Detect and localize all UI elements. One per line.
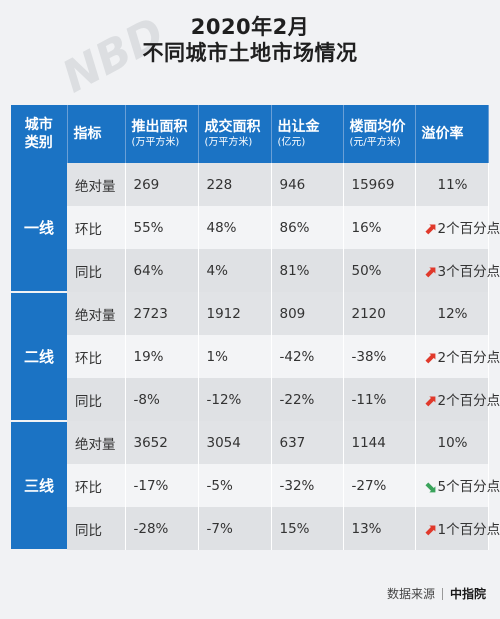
premium-cell: 11% — [415, 163, 489, 206]
price-cell: -27% — [343, 464, 416, 507]
metric-cell: 绝对量 — [67, 292, 126, 335]
deal-cell: 1% — [198, 335, 272, 378]
deal-cell: 228 — [198, 163, 272, 206]
fee-cell: 81% — [271, 249, 344, 292]
launch-cell: 3652 — [125, 421, 199, 464]
price-cell: -11% — [343, 378, 416, 421]
table-row: 环比 55% 48% 86% 16% ⬈2个百分点 — [11, 206, 500, 249]
price-cell: 15969 — [343, 163, 416, 206]
deal-cell: -7% — [198, 507, 272, 550]
deal-cell: 4% — [198, 249, 272, 292]
price-cell: 50% — [343, 249, 416, 292]
deal-cell: 1912 — [198, 292, 272, 335]
premium-cell: ⬈2个百分点 — [415, 378, 500, 421]
title-line-2: 不同城市土地市场情况 — [142, 41, 358, 65]
table-row: 二线 绝对量 2723 1912 809 2120 12% — [11, 292, 489, 422]
header-metric: 指标 — [67, 105, 126, 163]
launch-cell: 269 — [125, 163, 199, 206]
table-row: 同比 -8% -12% -22% -11% ⬈2个百分点 — [11, 378, 500, 421]
fee-cell: -32% — [271, 464, 344, 507]
fee-cell: 86% — [271, 206, 344, 249]
premium-cell: ⬈2个百分点 — [415, 335, 500, 378]
premium-value: 1个百分点 — [437, 522, 500, 538]
title-line-1: 2020年2月 — [190, 15, 310, 39]
launch-cell: -8% — [125, 378, 199, 421]
header-city-type: 城市 类别 — [11, 105, 68, 163]
metric-cell: 同比 — [67, 378, 126, 421]
fee-cell: -42% — [271, 335, 344, 378]
header-transfer-fee: 出让金 (亿元) — [271, 105, 344, 163]
table-row: 环比 19% 1% -42% -38% ⬈2个百分点 — [11, 335, 500, 378]
premium-cell: ⬊5个百分点 — [415, 464, 500, 507]
metric-cell: 环比 — [67, 335, 126, 378]
launch-cell: 19% — [125, 335, 199, 378]
table-row: 三线 绝对量 3652 3054 637 1144 10% — [11, 421, 489, 551]
land-market-table: 城市 类别 指标 推出面积 (万平方米) 成交面积 (万平方米) 出让金 (亿元… — [11, 105, 500, 551]
table-row: 一线 绝对量 269 228 946 15969 11% — [11, 163, 489, 293]
trend-up-arrow-icon: ⬈ — [423, 348, 437, 367]
header-floor-price: 楼面均价 (元/平方米) — [343, 105, 416, 163]
deal-cell: 48% — [198, 206, 272, 249]
premium-value: 10% — [437, 434, 468, 451]
launch-cell: 2723 — [125, 292, 199, 335]
fee-cell: 809 — [271, 292, 344, 335]
metric-cell: 同比 — [67, 249, 126, 292]
city-tier-label: 二线 — [11, 292, 67, 422]
trend-down-arrow-icon: ⬊ — [423, 477, 437, 496]
trend-up-arrow-icon: ⬈ — [423, 391, 437, 410]
table-row: 环比 -17% -5% -32% -27% ⬊5个百分点 — [11, 464, 500, 507]
price-cell: 2120 — [343, 292, 416, 335]
metric-cell: 同比 — [67, 507, 126, 550]
premium-value: 11% — [437, 176, 468, 193]
trend-up-arrow-icon: ⬈ — [423, 520, 437, 539]
metric-cell: 环比 — [67, 464, 126, 507]
data-source: 数据来源 中指院 — [387, 585, 486, 602]
page-title: 2020年2月 不同城市土地市场情况 — [0, 14, 500, 66]
premium-value: 3个百分点 — [437, 264, 500, 280]
price-cell: 13% — [343, 507, 416, 550]
launch-cell: 55% — [125, 206, 199, 249]
price-cell: 16% — [343, 206, 416, 249]
deal-cell: -12% — [198, 378, 272, 421]
table-row: 同比 64% 4% 81% 50% ⬈3个百分点 — [11, 249, 500, 292]
price-cell: -38% — [343, 335, 416, 378]
trend-up-arrow-icon: ⬈ — [423, 262, 437, 281]
premium-value: 2个百分点 — [437, 350, 500, 366]
table-header-row: 城市 类别 指标 推出面积 (万平方米) 成交面积 (万平方米) 出让金 (亿元… — [11, 105, 489, 163]
fee-cell: -22% — [271, 378, 344, 421]
source-name: 中指院 — [449, 587, 486, 601]
launch-cell: -28% — [125, 507, 199, 550]
fee-cell: 946 — [271, 163, 344, 206]
header-deal-area: 成交面积 (万平方米) — [198, 105, 272, 163]
deal-cell: 3054 — [198, 421, 272, 464]
source-label: 数据来源 — [386, 587, 435, 601]
city-tier-label: 一线 — [11, 163, 67, 293]
fee-cell: 637 — [271, 421, 344, 464]
premium-cell: ⬈2个百分点 — [415, 206, 500, 249]
premium-value: 5个百分点 — [437, 479, 500, 495]
launch-cell: 64% — [125, 249, 199, 292]
metric-cell: 环比 — [67, 206, 126, 249]
metric-cell: 绝对量 — [67, 163, 126, 206]
header-launch-area: 推出面积 (万平方米) — [125, 105, 199, 163]
premium-value: 2个百分点 — [437, 393, 500, 409]
launch-cell: -17% — [125, 464, 199, 507]
premium-cell: ⬈3个百分点 — [415, 249, 500, 292]
header-premium-rate: 溢价率 — [415, 105, 489, 163]
premium-value: 12% — [437, 305, 468, 322]
premium-cell: 10% — [415, 421, 489, 464]
table-row: 同比 -28% -7% 15% 13% ⬈1个百分点 — [11, 507, 500, 550]
deal-cell: -5% — [198, 464, 272, 507]
premium-value: 2个百分点 — [437, 221, 500, 237]
fee-cell: 15% — [271, 507, 344, 550]
premium-cell: ⬈1个百分点 — [415, 507, 500, 550]
city-tier-label: 三线 — [11, 421, 67, 551]
metric-cell: 绝对量 — [67, 421, 126, 464]
footer-divider — [441, 588, 443, 600]
premium-cell: 12% — [415, 292, 489, 335]
trend-up-arrow-icon: ⬈ — [423, 219, 437, 238]
price-cell: 1144 — [343, 421, 416, 464]
